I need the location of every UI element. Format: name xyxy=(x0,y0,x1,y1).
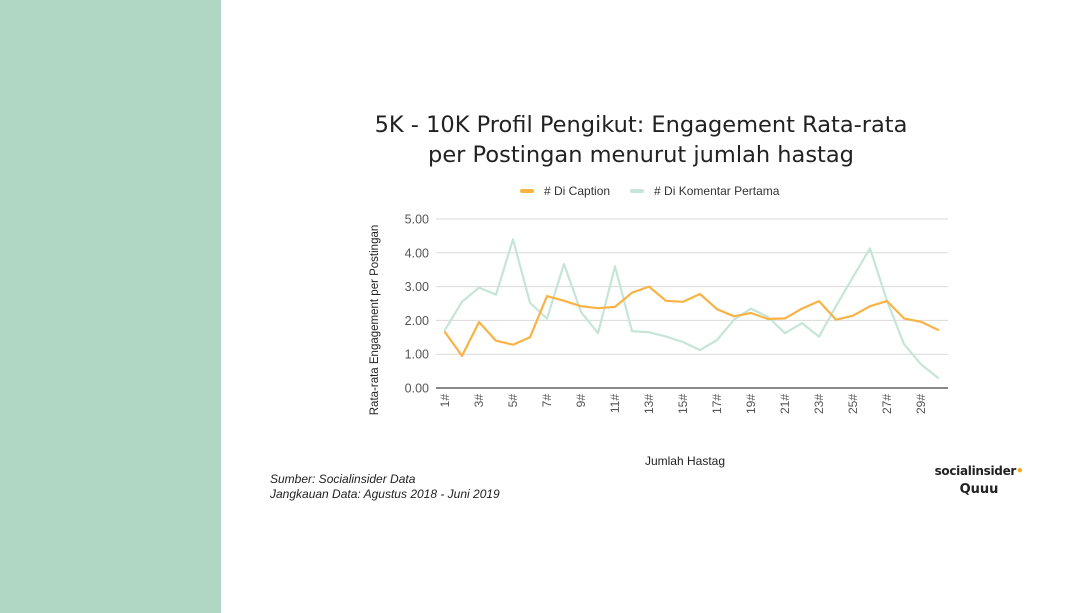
x-tick-label: 15# xyxy=(676,394,690,414)
x-tick-label: 25# xyxy=(846,394,860,414)
y-tick-label: 3.00 xyxy=(405,280,429,294)
x-tick-label: 5# xyxy=(506,394,520,408)
y-tick-label: 4.00 xyxy=(405,246,429,260)
series-line-first-comment xyxy=(443,238,940,379)
data-range-line: Jangkauan Data: Agustus 2018 - Juni 2019 xyxy=(270,487,500,501)
source-note: Sumber: Socialinsider Data Jangkauan Dat… xyxy=(270,472,500,502)
x-tick-label: 27# xyxy=(880,394,894,414)
legend-item-first-comment: # Di Komentar Pertama xyxy=(630,184,779,198)
x-tick-label: 19# xyxy=(744,394,758,414)
y-tick-label: 2.00 xyxy=(405,314,429,328)
x-tick-label: 17# xyxy=(710,394,724,414)
legend-label-first-comment: # Di Komentar Pertama xyxy=(654,184,780,198)
y-tick-label: 1.00 xyxy=(405,348,429,362)
x-tick-label: 11# xyxy=(608,394,622,413)
x-tick-label: 9# xyxy=(574,394,588,408)
chart-gridlines xyxy=(436,218,948,389)
x-tick-label: 1# xyxy=(438,394,452,408)
x-tick-label: 7# xyxy=(540,394,554,408)
y-tick-label: 5.00 xyxy=(405,213,429,227)
x-tick-label: 29# xyxy=(914,394,928,414)
y-tick-label: 0.00 xyxy=(405,382,429,396)
x-tick-label: 23# xyxy=(812,394,826,414)
socialinsider-logo: socialinsider• xyxy=(934,464,1024,478)
side-accent-band xyxy=(0,0,221,613)
chart-title: 5K - 10K Profil Pengikut: Engagement Rat… xyxy=(300,110,982,170)
partner-logos: socialinsider• Quuu xyxy=(934,464,1024,497)
legend-label-caption: # Di Caption xyxy=(544,184,611,198)
legend-swatch-first-comment xyxy=(630,189,645,193)
legend-item-caption: # Di Caption xyxy=(520,184,610,198)
x-axis-label: Jumlah Hastag xyxy=(645,454,725,468)
legend-swatch-caption xyxy=(520,189,534,193)
chart-legend: # Di Caption # Di Komentar Pertama xyxy=(520,182,799,200)
chart-series-lines xyxy=(443,238,940,379)
chart-title-line-1: 5K - 10K Profil Pengikut: Engagement Rat… xyxy=(374,112,908,138)
x-axis-tick-labels: 1# 3# 5# 7# 9# 11# 13# 15# 17# 19# 21# 23# 25# 27# 29# xyxy=(438,394,928,414)
x-tick-label: 3# xyxy=(472,394,486,408)
source-line: Sumber: Socialinsider Data xyxy=(270,472,416,486)
y-axis-label: Rata-rata Engagement per Postingan xyxy=(369,225,381,416)
x-tick-label: 21# xyxy=(778,394,792,414)
y-axis-tick-labels: 0.00 1.00 2.00 3.00 4.00 5.00 xyxy=(405,213,429,396)
chart-title-line-2: per Postingan menurut jumlah hastag xyxy=(428,142,854,168)
quuu-logo: Quuu xyxy=(959,482,999,497)
series-line-caption xyxy=(443,285,940,357)
x-tick-label: 13# xyxy=(642,394,656,414)
